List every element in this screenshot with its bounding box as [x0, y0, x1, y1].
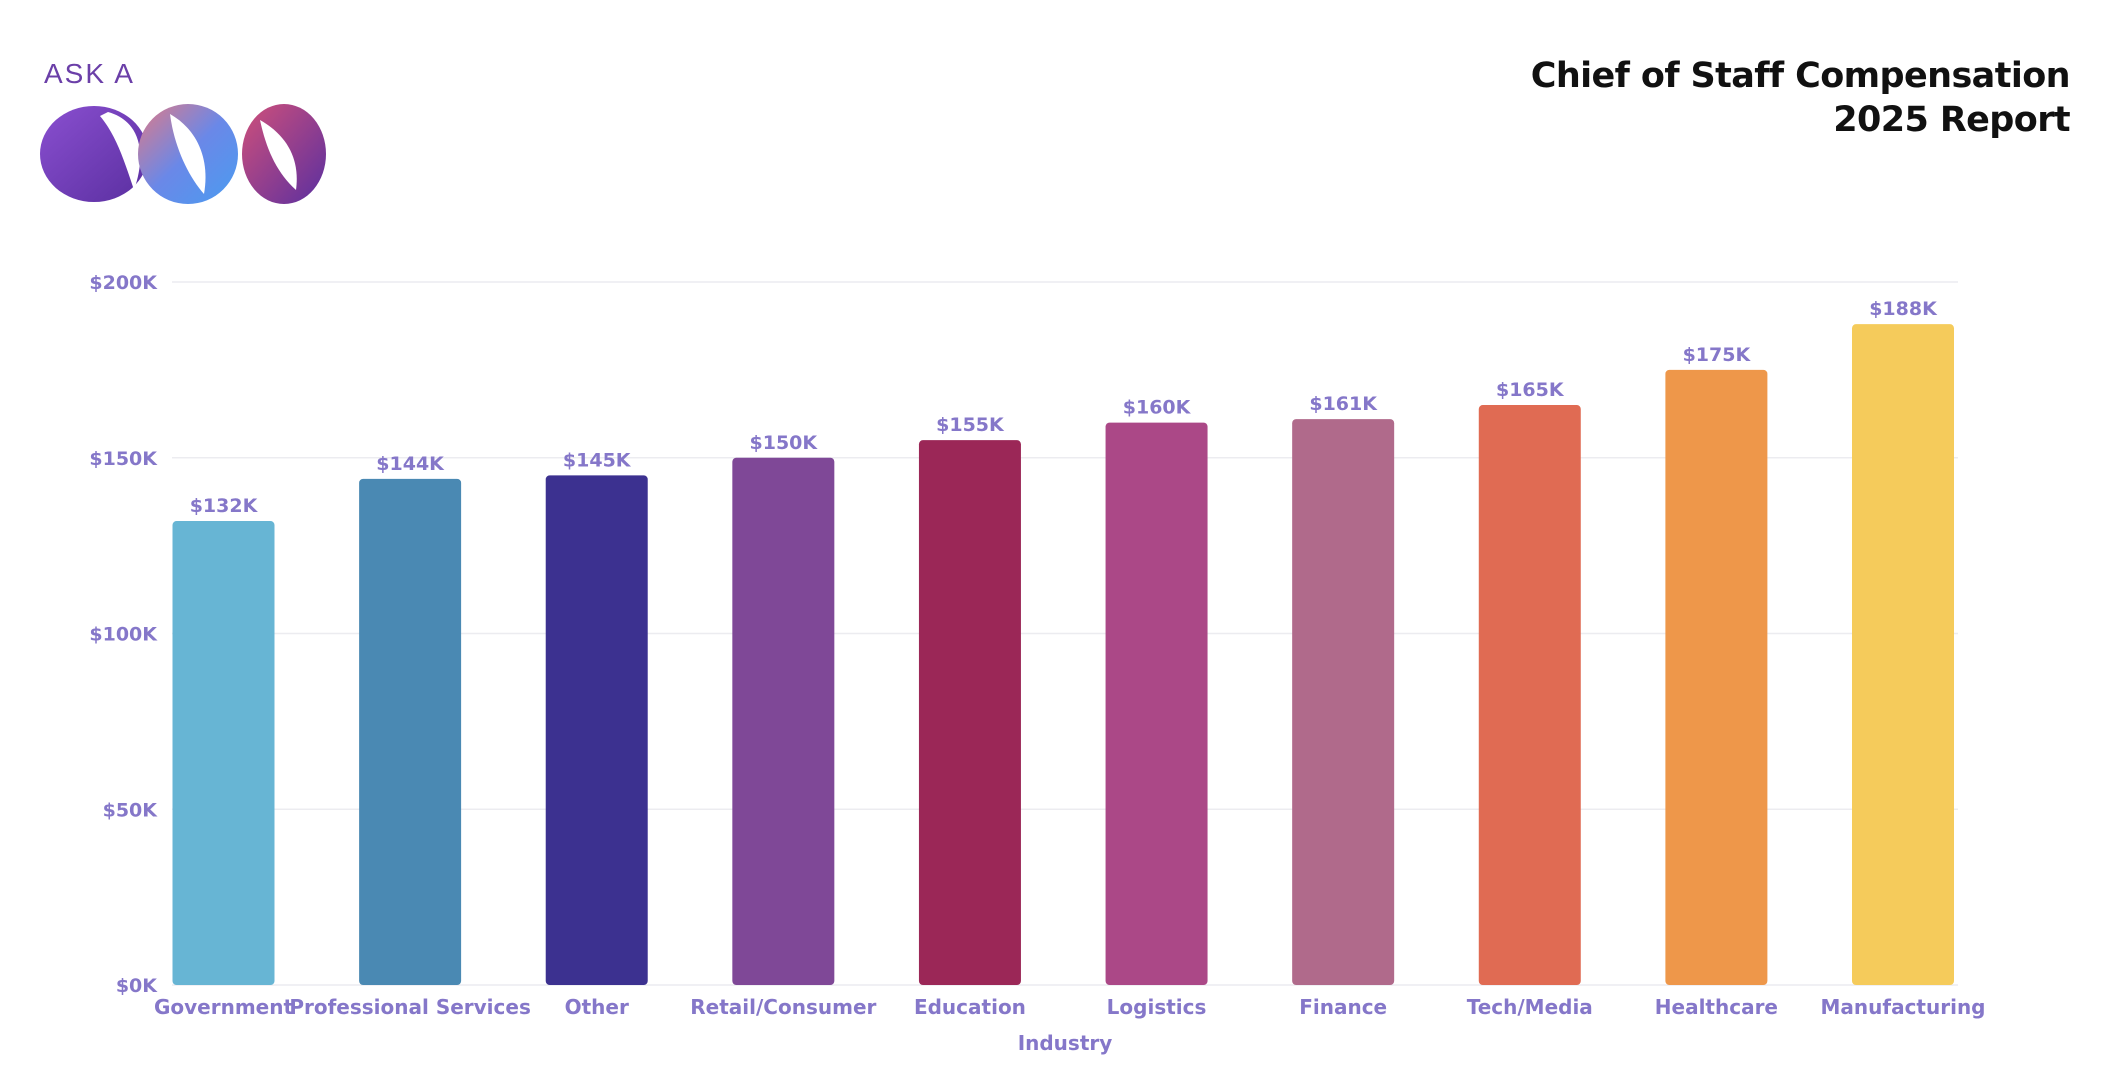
x-category-label: Retail/Consumer	[690, 995, 876, 1019]
y-axis-ticks: $0K $50K $100K $150K $200K	[89, 272, 158, 997]
ask-a-cos-logo: ASK A	[38, 52, 338, 204]
y-tick-label: $50K	[103, 799, 159, 821]
bar-value-label: $155K	[936, 414, 1005, 436]
bar	[1852, 324, 1954, 985]
bar	[545, 475, 648, 985]
x-category-label: Finance	[1299, 995, 1387, 1019]
bar-value-label: $188K	[1869, 298, 1938, 320]
report-title-line2: 2025 Report	[1833, 100, 2070, 140]
bar-value-label: $132K	[190, 495, 259, 517]
x-category-label: Logistics	[1107, 995, 1207, 1019]
x-category-label: Healthcare	[1655, 995, 1778, 1019]
y-tick-label: $100K	[89, 624, 158, 646]
value-labels: $132K $144K $145K $150K $155K $160K $161K $165K…	[190, 298, 1938, 517]
bar-value-label: $144K	[376, 453, 445, 475]
bars	[172, 324, 1954, 986]
logo-small-text: ASK A	[44, 58, 135, 89]
bar-value-label: $145K	[563, 449, 632, 471]
gridlines	[172, 281, 1958, 986]
bar	[1105, 422, 1208, 986]
bar	[172, 521, 275, 985]
bar	[732, 457, 835, 985]
x-category-label: Education	[914, 995, 1026, 1019]
x-category-label: Other	[565, 995, 629, 1019]
bar	[1665, 369, 1768, 985]
x-axis-title: Industry	[1018, 1031, 1113, 1055]
bar-value-label: $175K	[1683, 344, 1752, 366]
report-title-line1: Chief of Staff Compensation	[1530, 56, 2071, 96]
y-tick-label: $0K	[116, 975, 158, 997]
y-tick-label: $200K	[89, 272, 158, 294]
bar	[359, 478, 462, 985]
bar	[1292, 419, 1395, 986]
bar-value-label: $150K	[750, 432, 819, 454]
bar	[918, 440, 1021, 985]
y-tick-label: $150K	[89, 448, 158, 470]
bar-value-label: $160K	[1123, 397, 1192, 419]
report-title: Chief of Staff Compensation 2025 Report	[1530, 54, 2071, 142]
bar-value-label: $165K	[1496, 379, 1565, 401]
x-category-label: Government	[154, 995, 294, 1019]
x-category-label: Tech/Media	[1467, 995, 1593, 1019]
bar-value-label: $161K	[1309, 393, 1378, 415]
x-category-label: Manufacturing	[1821, 995, 1986, 1019]
bar	[1478, 405, 1581, 985]
x-category-label: Professional Services	[289, 995, 531, 1019]
logo-cos-wordmark	[40, 104, 326, 204]
